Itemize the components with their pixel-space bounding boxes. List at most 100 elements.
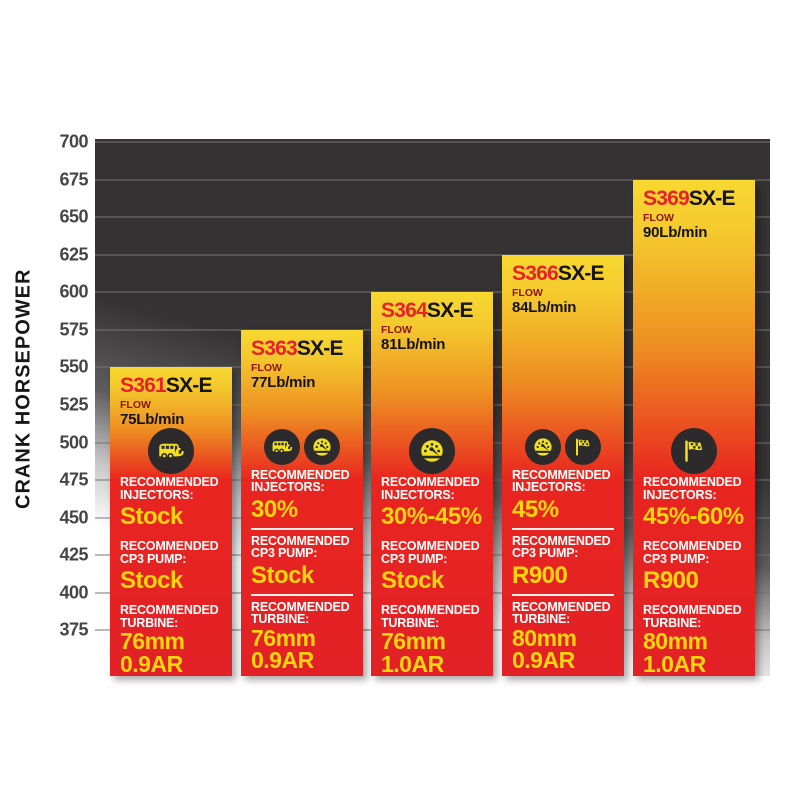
bar-header: S361SX-E FLOW 75Lb/min	[110, 367, 232, 428]
bar-model-name: S363SX-E	[251, 338, 359, 359]
cp3-pump-value: Stock	[381, 567, 444, 595]
model-prefix: S366	[512, 262, 559, 285]
y-tick-label: 650	[59, 206, 88, 227]
injectors-value: 30%	[251, 495, 298, 523]
model-prefix: S369	[643, 187, 690, 210]
model-suffix: SX-E	[426, 299, 474, 322]
y-tick-label: 375	[59, 619, 88, 640]
turbine-size-value: 76mm	[251, 624, 316, 651]
model-suffix: SX-E	[296, 337, 344, 360]
flag-icon	[671, 428, 717, 474]
y-tick-label: 575	[59, 319, 88, 340]
icons-row	[148, 428, 194, 474]
recommended-turbine-label: RECOMMENDED TURBINE:	[251, 599, 350, 627]
section-divider	[512, 593, 614, 596]
turbine-ar-value: 0.9AR	[251, 646, 314, 673]
bar-specs: RECOMMENDED INJECTORS: 30%-45% RECOMMENDED…	[371, 422, 493, 676]
recommended-cp3-pump-label: RECOMMENDED CP3 PUMP:	[381, 539, 480, 566]
rv-icon	[264, 429, 300, 466]
icons-row	[264, 428, 340, 467]
y-tick-label: 625	[59, 244, 88, 265]
gridline	[95, 178, 770, 181]
bar-header: S364SX-E FLOW 81Lb/min	[371, 292, 493, 353]
flow-label: FLOW	[512, 287, 543, 299]
flag-icon	[565, 429, 601, 466]
recommended-turbine-label: RECOMMENDED TURBINE:	[512, 599, 611, 627]
y-tick-label: 500	[59, 432, 88, 453]
flow-label: FLOW	[643, 212, 674, 224]
bar-specs: RECOMMENDED INJECTORS: 30% RECOMMENDED CP3…	[241, 422, 363, 676]
bar-s369sx-e: S369SX-E FLOW 90Lb/min RECOMMENDED INJECTO…	[633, 180, 755, 676]
recommended-injectors-label: RECOMMENDED INJECTORS:	[120, 475, 219, 502]
flow-value: 90Lb/min	[643, 223, 708, 241]
turbine-ar-value: 0.9AR	[512, 646, 575, 673]
turbine-size-value: 76mm	[381, 628, 446, 655]
flow-value: 75Lb/min	[120, 410, 185, 428]
model-prefix: S361	[120, 374, 167, 397]
turbine-size-value: 76mm	[120, 628, 185, 655]
bar-model-name: S366SX-E	[512, 263, 620, 284]
bar-header: S366SX-E FLOW 84Lb/min	[502, 255, 624, 316]
injectors-value: Stock	[120, 503, 183, 530]
recommended-injectors-label: RECOMMENDED INJECTORS:	[251, 467, 350, 495]
model-suffix: SX-E	[557, 262, 605, 285]
cp3-pump-value: R900	[512, 561, 568, 589]
bar-s366sx-e: S366SX-E FLOW 84Lb/min RECOMMENDED INJECTO…	[502, 255, 624, 676]
icons-row	[671, 428, 717, 474]
bar-model-name: S364SX-E	[381, 300, 489, 321]
y-tick-label: 475	[59, 469, 88, 490]
cp3-pump-value: R900	[643, 567, 699, 595]
gauge-icon	[409, 428, 455, 474]
flow-label: FLOW	[251, 362, 282, 374]
cp3-pump-value: Stock	[251, 561, 314, 589]
bar-model-name: S361SX-E	[120, 375, 228, 396]
y-tick-label: 450	[59, 507, 88, 528]
y-tick-label: 400	[59, 582, 88, 603]
recommended-cp3-pump-label: RECOMMENDED CP3 PUMP:	[251, 533, 350, 561]
turbine-size-value: 80mm	[512, 624, 577, 651]
turbine-ar-value: 1.0AR	[643, 650, 706, 677]
recommended-injectors-label: RECOMMENDED INJECTORS:	[381, 475, 480, 502]
flow-label: FLOW	[120, 399, 151, 411]
section-divider	[251, 527, 353, 530]
recommended-turbine-label: RECOMMENDED TURBINE:	[643, 603, 742, 630]
model-suffix: SX-E	[165, 374, 213, 397]
icons-row	[525, 428, 601, 467]
flow-value: 84Lb/min	[512, 298, 577, 316]
recommended-cp3-pump-label: RECOMMENDED CP3 PUMP:	[512, 533, 611, 561]
turbine-ar-value: 0.9AR	[120, 650, 183, 677]
bar-specs: RECOMMENDED INJECTORS: 45%-60% RECOMMENDED…	[633, 422, 755, 676]
bar-s363sx-e: S363SX-E FLOW 77Lb/min RECOMMENDED INJECTO…	[241, 330, 363, 676]
model-prefix: S364	[381, 299, 428, 322]
y-tick-label: 525	[59, 394, 88, 415]
y-tick-label: 600	[59, 281, 88, 302]
bar-s361sx-e: S361SX-E FLOW 75Lb/min RECOMMENDED INJECTO…	[110, 367, 232, 676]
turbine-ar-value: 1.0AR	[381, 650, 444, 677]
recommended-turbine-label: RECOMMENDED TURBINE:	[381, 603, 480, 630]
gridline	[95, 216, 770, 219]
flow-value: 77Lb/min	[251, 373, 316, 391]
bar-model-name: S369SX-E	[643, 188, 751, 209]
recommended-injectors-label: RECOMMENDED INJECTORS:	[512, 467, 611, 495]
recommended-cp3-pump-label: RECOMMENDED CP3 PUMP:	[643, 539, 742, 566]
bar-specs: RECOMMENDED INJECTORS: Stock RECOMMENDED C…	[110, 422, 232, 676]
bar-header: S363SX-E FLOW 77Lb/min	[241, 330, 363, 391]
model-suffix: SX-E	[688, 187, 736, 210]
injectors-value: 45%-60%	[643, 503, 744, 530]
section-divider	[251, 593, 353, 596]
flow-label: FLOW	[381, 324, 412, 336]
rv-icon	[148, 428, 194, 474]
bar-header: S369SX-E FLOW 90Lb/min	[633, 180, 755, 241]
bar-s364sx-e: S364SX-E FLOW 81Lb/min RECOMMENDED INJECTO…	[371, 292, 493, 676]
recommended-cp3-pump-label: RECOMMENDED CP3 PUMP:	[120, 539, 219, 566]
section-divider	[512, 527, 614, 530]
icons-row	[409, 428, 455, 474]
flow-value: 81Lb/min	[381, 335, 446, 353]
y-tick-label: 425	[59, 544, 88, 565]
recommended-turbine-label: RECOMMENDED TURBINE:	[120, 603, 219, 630]
y-tick-label: 675	[59, 169, 88, 190]
plot-area: S361SX-E FLOW 75Lb/min RECOMMENDED INJECTO…	[95, 139, 770, 676]
injectors-value: 30%-45%	[381, 503, 482, 530]
y-tick-label: 550	[59, 356, 88, 377]
